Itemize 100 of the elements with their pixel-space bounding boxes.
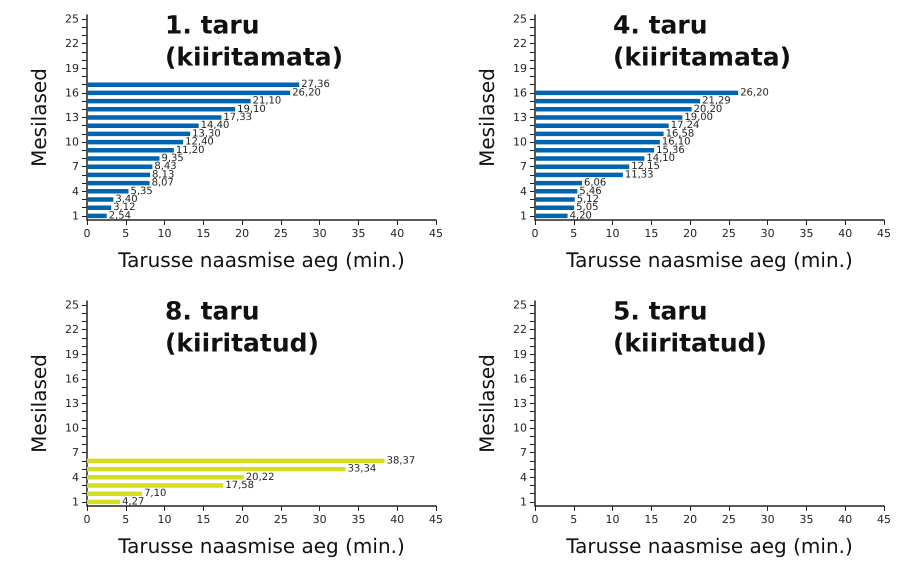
x-tick-label: 25 [722,513,736,526]
data-label: 8,13 [152,169,174,180]
bar [535,98,700,104]
y-tick-label: 7 [520,446,527,460]
x-tick-label: 20 [235,227,250,240]
y-tick-label: 25 [513,12,527,26]
data-label: 4,27 [122,496,144,508]
x-tick-label: 5 [570,513,578,526]
bar [87,466,346,472]
y-tick-label: 10 [65,136,79,149]
data-label: 9,35 [162,153,184,164]
x-tick-label: 35 [799,513,814,526]
bar [535,172,623,178]
y-tick-label: 22 [513,323,527,336]
y-axis-title: Mesilased [27,68,51,167]
x-tick-label: 30 [312,513,327,526]
data-label: 2,54 [108,210,131,222]
x-tick-label: 45 [429,227,443,240]
x-tick-label: 45 [877,227,891,240]
y-tick-label: 16 [513,372,527,386]
x-tick-label: 45 [429,513,443,526]
data-label: 19,10 [237,104,266,115]
data-label: 17,58 [225,480,254,491]
x-axis-title: Tarusse naasmise aeg (min.) [565,534,853,558]
bar [87,483,224,488]
bar [535,214,568,218]
data-label: 7,10 [144,488,166,500]
y-tick-label: 1 [520,209,527,222]
x-tick-label: 35 [351,227,366,240]
text: 1. taru (kiiritamata) [165,10,344,72]
bar [87,107,236,112]
bar [535,132,664,136]
bar [535,189,578,194]
bar [535,148,654,153]
x-tick-label: 40 [390,227,404,240]
text: 8. taru (kiiritatud) [165,296,319,358]
y-tick-label: 22 [65,323,79,336]
y-tick-label: 7 [520,160,527,174]
x-tick-label: 25 [274,513,288,526]
x-tick-label: 10 [158,227,172,240]
y-tick-label: 10 [65,422,79,435]
bar [87,156,160,161]
x-tick-label: 15 [196,227,210,240]
y-tick-label: 4 [72,470,79,484]
y-tick-label: 13 [513,397,527,410]
text: 4. taru (kiiritamata) [613,10,792,72]
bar [535,123,669,128]
bar [87,90,290,96]
bar [535,140,660,144]
bar [535,156,644,161]
x-tick-label: 20 [235,513,250,526]
bar [535,90,738,96]
data-label: 19,00 [684,112,713,123]
x-tick-label: 25 [274,227,288,240]
y-tick-label: 10 [513,422,527,435]
y-tick-label: 1 [72,209,79,222]
x-tick-label: 40 [838,227,852,240]
x-axis-title: Tarusse naasmise aeg (min.) [117,534,405,558]
y-tick-label: 19 [513,348,527,361]
x-tick-label: 10 [606,227,620,240]
data-label: 38,37 [386,455,416,466]
data-label: 4,20 [570,210,592,222]
bar [535,197,575,202]
x-tick-label: 40 [838,513,852,526]
y-tick-label: 13 [513,111,527,124]
x-tick-label: 0 [84,227,90,240]
x-tick-label: 30 [312,227,327,240]
bar [87,140,184,144]
text: 5. taru (kiiritatud) [613,296,767,358]
data-label: 33,34 [348,464,376,475]
x-tick-label: 5 [122,227,130,240]
bar [535,164,630,169]
x-tick-label: 5 [122,513,130,526]
bar [87,148,174,153]
bar [87,214,107,218]
bar [535,205,574,210]
y-tick-label: 4 [520,470,527,484]
bar [87,205,112,210]
x-tick-label: 20 [683,227,698,240]
x-tick-label: 10 [158,513,172,526]
bar [87,475,244,480]
bar [87,180,150,186]
y-tick-label: 25 [65,298,79,312]
bar [87,197,114,202]
bar [87,132,190,136]
bar [535,180,582,186]
bar [87,189,128,194]
x-axis-title: Tarusse naasmise aeg (min.) [565,248,853,272]
data-label: 26,20 [740,87,769,98]
x-tick-label: 25 [722,227,736,240]
y-tick-label: 19 [513,62,527,75]
y-tick-label: 19 [65,62,79,75]
data-label: 5,35 [130,186,153,197]
x-tick-label: 0 [84,513,90,526]
x-tick-label: 15 [644,227,658,240]
y-tick-label: 22 [65,37,79,50]
y-tick-label: 13 [65,111,79,124]
y-tick-label: 1 [72,495,79,508]
y-axis-title: Mesilased [475,354,499,453]
x-tick-label: 45 [877,513,891,526]
